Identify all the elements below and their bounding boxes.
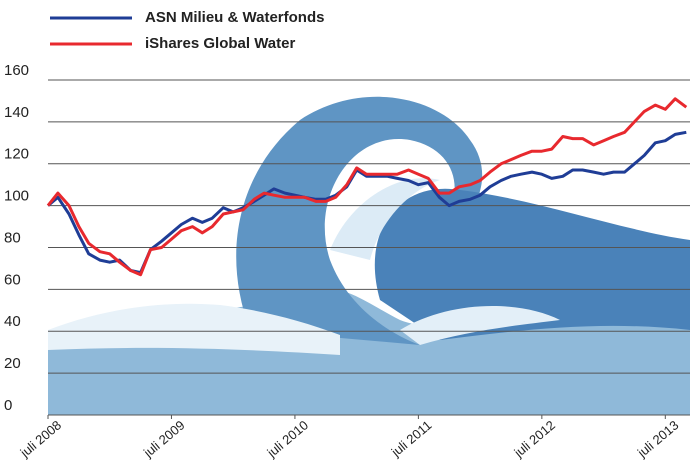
x-tick-label: juli 2009	[140, 417, 188, 460]
x-tick-label: juli 2008	[17, 417, 65, 460]
x-tick-label: juli 2013	[634, 417, 682, 460]
y-tick-label: 80	[4, 229, 21, 246]
y-tick-label: 20	[4, 355, 21, 372]
y-tick-label: 0	[4, 397, 12, 414]
legend-label: iShares Global Water	[145, 35, 295, 52]
y-tick-label: 40	[4, 313, 21, 330]
chart: 0 20 40 60 80 100 120 140 160 juli 2008 juli 2009 j…	[0, 0, 692, 467]
x-tick-label: juli 2011	[388, 417, 435, 460]
y-tick-label: 140	[4, 104, 29, 121]
y-tick-label: 60	[4, 271, 21, 288]
legend: ASN Milieu & Waterfonds iShares Global Wa…	[50, 9, 324, 52]
y-tick-label: 160	[4, 62, 29, 79]
y-tick-label: 120	[4, 146, 29, 163]
x-tick-label: juli 2010	[264, 417, 312, 460]
legend-label: ASN Milieu & Waterfonds	[145, 9, 324, 26]
y-tick-label: 100	[4, 188, 29, 205]
x-tick-label: juli 2012	[510, 417, 558, 460]
